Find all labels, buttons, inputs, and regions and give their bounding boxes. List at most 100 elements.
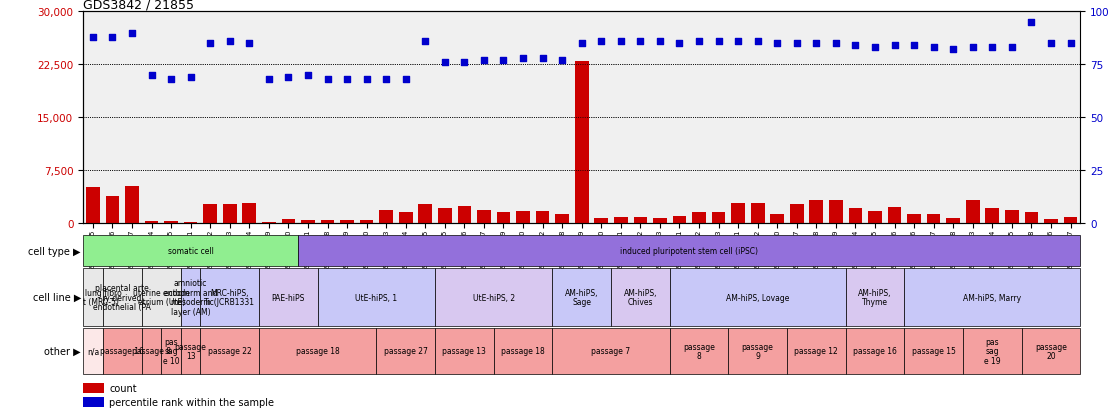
- Text: induced pluripotent stem cell (iPSC): induced pluripotent stem cell (iPSC): [620, 247, 758, 255]
- Point: [319, 76, 337, 83]
- Bar: [904, 328, 963, 374]
- Point: [827, 41, 844, 47]
- Text: UtE-hiPS, 2: UtE-hiPS, 2: [473, 293, 515, 302]
- Point: [220, 38, 238, 45]
- Bar: [575, 62, 588, 223]
- Text: passage 16: passage 16: [100, 347, 144, 356]
- Text: other ▶: other ▶: [44, 346, 81, 356]
- Point: [984, 45, 1002, 52]
- Bar: [399, 212, 412, 223]
- Point: [143, 72, 161, 79]
- Point: [475, 57, 493, 64]
- Bar: [379, 210, 393, 223]
- Bar: [204, 205, 217, 223]
- Point: [435, 59, 453, 66]
- Bar: [673, 216, 686, 223]
- Bar: [849, 209, 862, 223]
- Point: [1061, 41, 1079, 47]
- Bar: [340, 220, 353, 223]
- Text: pas
sag
e 10: pas sag e 10: [163, 337, 179, 365]
- Bar: [103, 328, 142, 374]
- Bar: [181, 268, 201, 326]
- Text: fetal lung fibro
blast (MRC-5): fetal lung fibro blast (MRC-5): [64, 288, 121, 307]
- Point: [964, 45, 982, 52]
- Point: [749, 38, 767, 45]
- Bar: [223, 205, 237, 223]
- Bar: [1022, 328, 1080, 374]
- Bar: [594, 218, 608, 223]
- Text: passage 13: passage 13: [442, 347, 486, 356]
- Point: [358, 76, 376, 83]
- Bar: [320, 220, 335, 223]
- Point: [593, 38, 611, 45]
- Point: [494, 57, 512, 64]
- Bar: [1005, 210, 1018, 223]
- Point: [847, 43, 864, 50]
- Text: PAE-hiPS: PAE-hiPS: [271, 293, 305, 302]
- Point: [182, 74, 199, 81]
- Text: passage 15: passage 15: [912, 347, 955, 356]
- Text: amniotic
ectoderm and
mesoderm
layer (AM): amniotic ectoderm and mesoderm layer (AM…: [164, 278, 217, 316]
- Point: [299, 72, 317, 79]
- Bar: [435, 328, 494, 374]
- Text: passage
8: passage 8: [683, 342, 715, 361]
- Point: [670, 41, 688, 47]
- Bar: [555, 215, 570, 223]
- Bar: [86, 188, 100, 223]
- Bar: [83, 235, 298, 266]
- Bar: [845, 328, 904, 374]
- Bar: [553, 328, 669, 374]
- Bar: [611, 268, 669, 326]
- Point: [378, 76, 396, 83]
- Bar: [318, 268, 435, 326]
- Point: [944, 47, 962, 54]
- Text: passage
9: passage 9: [741, 342, 773, 361]
- Point: [103, 34, 121, 41]
- Bar: [281, 220, 295, 223]
- Bar: [829, 201, 843, 223]
- Bar: [261, 222, 276, 223]
- Text: UtE-hiPS, 1: UtE-hiPS, 1: [356, 293, 398, 302]
- Bar: [259, 328, 377, 374]
- Point: [652, 38, 669, 45]
- Bar: [731, 203, 745, 223]
- Text: passage 7: passage 7: [592, 347, 630, 356]
- Bar: [845, 268, 904, 326]
- Point: [338, 76, 356, 83]
- Point: [553, 57, 571, 64]
- Bar: [181, 328, 201, 374]
- Point: [866, 45, 884, 52]
- Bar: [634, 217, 647, 223]
- Bar: [926, 215, 941, 223]
- Bar: [963, 328, 1022, 374]
- Point: [788, 41, 806, 47]
- Bar: [907, 215, 921, 223]
- Point: [279, 74, 297, 81]
- Text: passage 22: passage 22: [208, 347, 252, 356]
- Bar: [298, 235, 1080, 266]
- Text: AM-hiPS,
Sage: AM-hiPS, Sage: [565, 288, 598, 307]
- Bar: [377, 328, 435, 374]
- Point: [690, 38, 708, 45]
- Point: [455, 59, 473, 66]
- Bar: [478, 210, 491, 223]
- Bar: [653, 218, 667, 223]
- Point: [612, 38, 629, 45]
- Text: somatic cell: somatic cell: [167, 247, 214, 255]
- Point: [729, 38, 747, 45]
- Bar: [162, 328, 181, 374]
- Bar: [458, 207, 471, 223]
- Bar: [669, 328, 728, 374]
- Text: n/a: n/a: [86, 347, 99, 356]
- Point: [84, 34, 102, 41]
- Bar: [1044, 220, 1058, 223]
- Text: passage 12: passage 12: [794, 347, 839, 356]
- Bar: [536, 212, 550, 223]
- Bar: [728, 328, 787, 374]
- Bar: [103, 268, 142, 326]
- Bar: [770, 215, 784, 223]
- Bar: [810, 201, 823, 223]
- Bar: [494, 328, 553, 374]
- Text: passage 18: passage 18: [501, 347, 545, 356]
- Point: [1003, 45, 1020, 52]
